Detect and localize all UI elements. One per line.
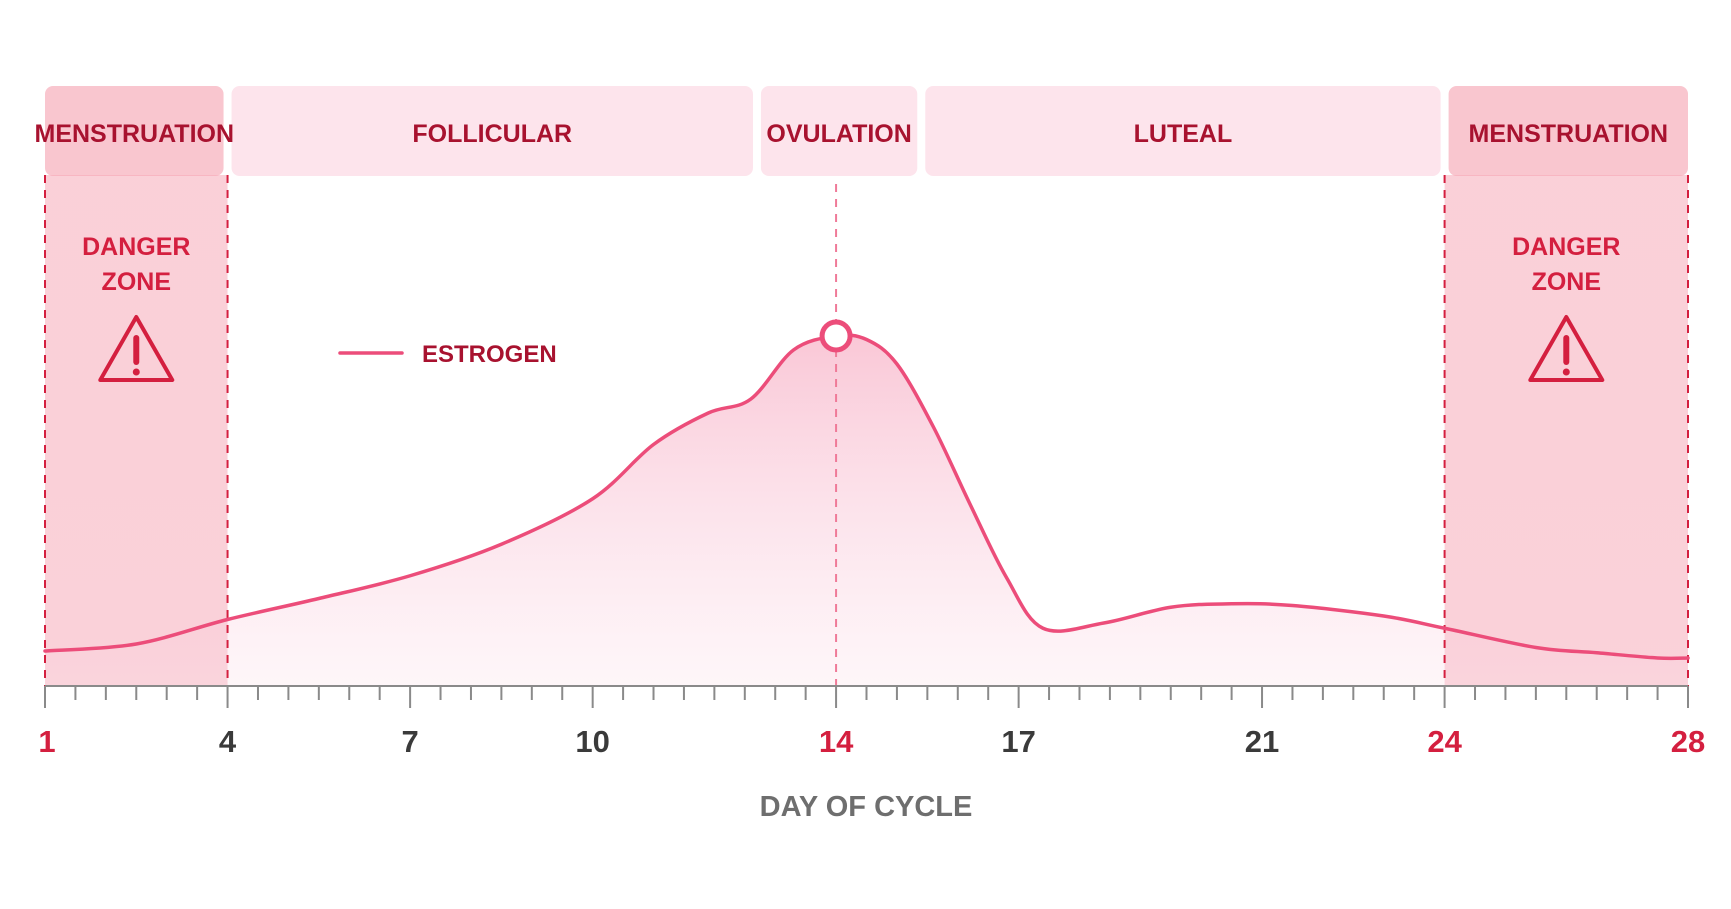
danger-zone-label: ZONE [102,268,171,296]
x-tick-label: 4 [219,724,237,759]
x-tick-label: 1 [38,724,55,759]
danger-zone-shade [45,175,228,686]
x-tick-label: 21 [1245,724,1279,759]
x-tick-label: 7 [401,724,418,759]
phase-bands [45,86,1688,686]
danger-zone-label: DANGER [82,233,190,261]
phase-label: LUTEAL [1134,120,1233,148]
phase-band-menstruation [45,86,224,176]
estrogen-area-fill [45,335,1688,686]
x-tick-label: 28 [1671,724,1705,759]
x-tick-label: 17 [1001,724,1035,759]
ovulation-peak-marker [819,319,853,353]
phase-label: MENSTRUATION [1469,120,1669,148]
estrogen-area [45,335,1688,686]
danger-zone-label: DANGER [1512,233,1620,261]
phase-label: MENSTRUATION [35,120,235,148]
x-tick-label: 10 [575,724,609,759]
danger-zone-label: ZONE [1532,268,1601,296]
phase-band-menstruation [1448,86,1688,176]
labels: MENSTRUATION DANGER ZONE FOLLICULAR OVULATIO… [35,120,1669,382]
danger-zone-shade [1444,175,1688,686]
phase-band-ovulation [760,86,918,176]
legend-label: ESTROGEN [422,341,557,368]
phase-label: FOLLICULAR [412,120,572,148]
x-axis-title: DAY OF CYCLE [760,791,973,823]
phase-band-follicular [231,86,753,176]
phase-label: OVULATION [766,120,911,148]
guide-lines [44,175,1689,686]
phase-band-luteal [925,86,1441,176]
estrogen-line-layer [43,319,1690,661]
x-tick-label: 24 [1427,724,1462,759]
warning-triangle-icon [98,315,175,382]
x-tick-label: 14 [819,724,854,759]
x-axis: 1 4 7 10 14 17 21 24 28 [38,685,1705,759]
warning-triangle-icon [1528,315,1605,382]
legend: ESTROGEN [338,341,557,368]
estrogen-line [43,333,1690,661]
